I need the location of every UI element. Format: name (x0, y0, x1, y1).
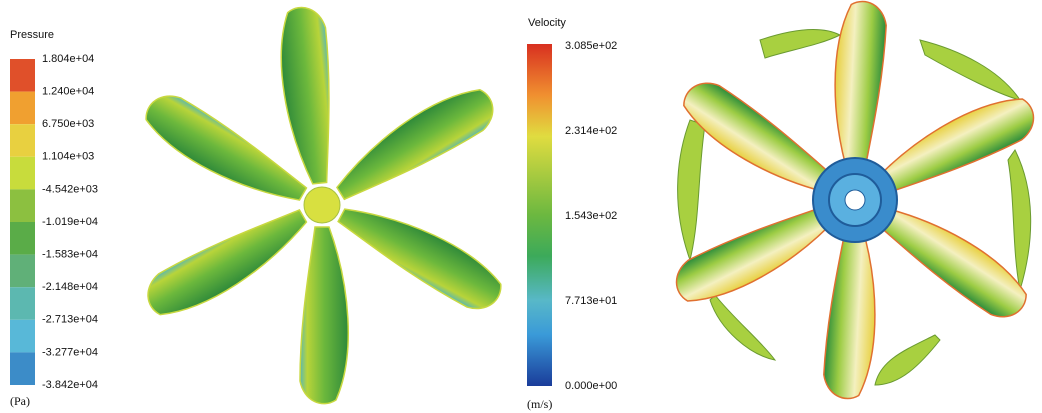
colorbar-band (10, 255, 35, 288)
colorbar-tick-label: 6.750e+03 (42, 118, 94, 130)
colorbar-tick-label: 3.085e+02 (565, 40, 617, 52)
page: Pressure 1.804e+04 1.240e+04 6.750e+03 1.10… (0, 0, 1042, 413)
figure: Pressure 1.804e+04 1.240e+04 6.750e+03 1.10… (0, 0, 1042, 413)
colorbar-band (10, 124, 35, 157)
colorbar-band (10, 92, 35, 125)
colorbar-band (10, 320, 35, 353)
colorbar-tick-label: 1.543e+02 (565, 210, 617, 222)
colorbar-tick-label: -3.842e+04 (42, 379, 98, 391)
colorbar-tick-label: -1.019e+04 (42, 216, 98, 228)
colorbar-tick-label: -3.277e+04 (42, 346, 98, 358)
colorbar-tick-label: -4.542e+03 (42, 183, 98, 195)
velocity-colorbar (527, 44, 552, 386)
colorbar-title: Pressure (10, 29, 54, 41)
colorbar-band (10, 287, 35, 320)
colorbar-band (10, 352, 35, 385)
colorbar-band (10, 189, 35, 222)
pressure-propeller (137, 5, 510, 404)
colorbar-tick-label: -1.583e+04 (42, 249, 98, 261)
colorbar-tick-label: 7.713e+01 (565, 295, 617, 307)
colorbar-tick-label: 1.240e+04 (42, 86, 94, 98)
colorbar-tick-label: -2.148e+04 (42, 281, 98, 293)
colorbar-tick-label: 1.804e+04 (42, 53, 94, 65)
velocity-ticks: 3.085e+02 2.314e+02 1.543e+02 7.713e+01 0.00… (565, 40, 617, 392)
velocity-propeller (668, 0, 1042, 400)
pressure-colorbar: 1.804e+04 1.240e+04 6.750e+03 1.104e+03 -4.5… (10, 53, 98, 391)
colorbar-tick-label: 0.000e+00 (565, 380, 617, 392)
colorbar-title: Velocity (528, 17, 566, 29)
colorbar-unit: (m/s) (527, 397, 552, 411)
colorbar-tick-label: 2.314e+02 (565, 125, 617, 137)
colorbar-band (10, 59, 35, 92)
colorbar-unit: (Pa) (10, 394, 30, 408)
colorbar-tick-label: -2.713e+04 (42, 314, 98, 326)
colorbar-tick-label: 1.104e+03 (42, 151, 94, 163)
colorbar-band (10, 222, 35, 255)
colorbar-band (10, 157, 35, 190)
